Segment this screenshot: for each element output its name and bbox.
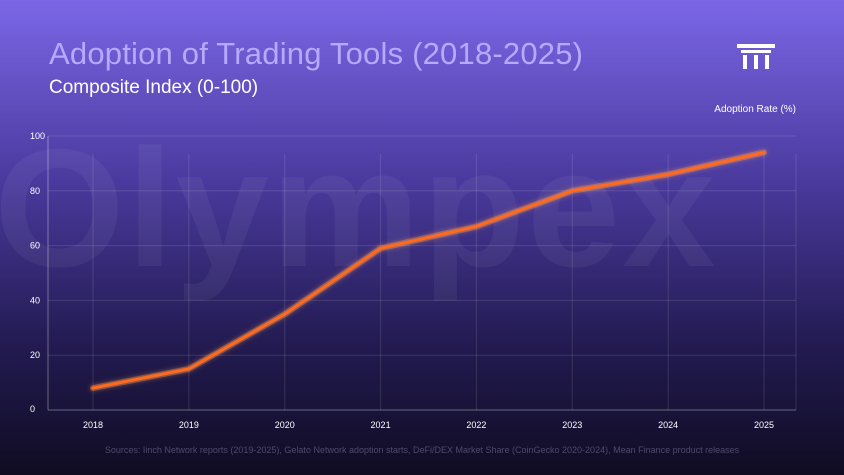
y-tick-label-80: 80 <box>30 186 40 196</box>
x-tick-label-2024: 2024 <box>658 420 678 430</box>
x-tick-label-2022: 2022 <box>466 420 486 430</box>
x-tick-label-2018: 2018 <box>83 420 103 430</box>
y-tick-label-100: 100 <box>30 131 45 141</box>
watermark: Olympex <box>0 114 718 302</box>
data-point-2019 <box>187 367 191 371</box>
x-tick-label-2023: 2023 <box>562 420 582 430</box>
data-point-2023 <box>570 189 574 193</box>
data-point-2018 <box>91 386 95 390</box>
series-line-glow-0 <box>90 149 767 392</box>
x-tick-label-2019: 2019 <box>179 420 199 430</box>
data-point-2024 <box>666 172 670 176</box>
y-tick-label-60: 60 <box>30 241 40 251</box>
sources-footnote: Sources: Iinch Network reports (2019-202… <box>104 445 740 455</box>
y-tick-label-40: 40 <box>30 295 40 305</box>
chart-title: Adoption of Trading Tools (2018-2025) <box>49 36 584 71</box>
data-point-2025 <box>762 150 766 154</box>
series-line-0 <box>91 150 766 390</box>
x-tick-label-2021: 2021 <box>371 420 391 430</box>
x-tick-label-2025: 2025 <box>754 420 774 430</box>
y-tick-label-0: 0 <box>30 404 35 414</box>
data-point-2022 <box>474 224 478 228</box>
y-tick-label-20: 20 <box>30 350 40 360</box>
chart-subtitle: Composite Index (0-100) <box>49 77 259 98</box>
legend-label: Adoption Rate (%) <box>714 104 796 115</box>
data-point-2020 <box>283 312 287 316</box>
x-tick-label-2020: 2020 <box>275 420 295 430</box>
pillar-logo-icon <box>737 44 775 69</box>
data-point-2021 <box>379 246 383 250</box>
